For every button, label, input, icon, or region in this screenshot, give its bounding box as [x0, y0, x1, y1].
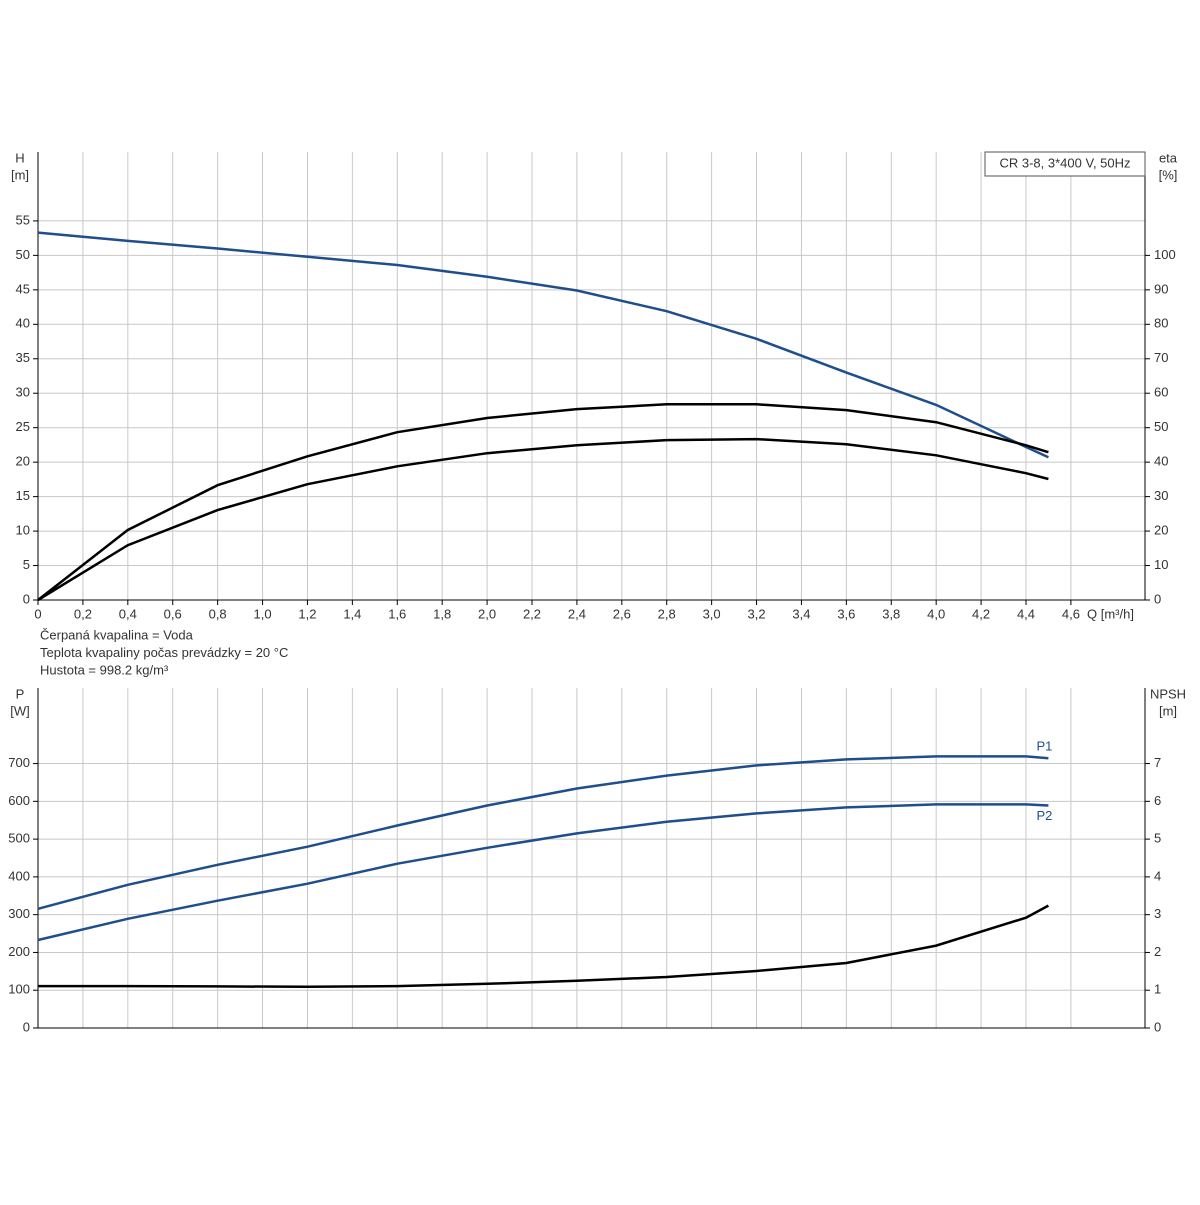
- x-tick-label: 2,0: [478, 606, 496, 621]
- y2-tick-label: 60: [1154, 385, 1168, 400]
- x-tick-label: 3,4: [792, 606, 810, 621]
- y-tick-label: 700: [8, 755, 30, 770]
- x-tick-label: 4,4: [1017, 606, 1035, 621]
- x-tick-label: 0,6: [164, 606, 182, 621]
- series-label: P2: [1036, 808, 1052, 823]
- x-tick-label: 1,6: [388, 606, 406, 621]
- y-tick-label: 45: [16, 281, 30, 296]
- series-label: P1: [1036, 739, 1052, 754]
- y-axis-label: H: [15, 150, 24, 165]
- y-tick-label: 50: [16, 247, 30, 262]
- x-tick-label: 1,4: [343, 606, 361, 621]
- y2-tick-label: 50: [1154, 419, 1168, 434]
- x-tick-label: 0: [34, 606, 41, 621]
- y-tick-label: 0: [23, 591, 30, 606]
- curve: [37, 403, 1049, 601]
- y2-tick-label: 20: [1154, 523, 1168, 538]
- x-tick-label: 2,8: [658, 606, 676, 621]
- y-tick-label: 500: [8, 831, 30, 846]
- x-axis-label: Q [m³/h]: [1087, 606, 1134, 621]
- x-tick-label: 4,2: [972, 606, 990, 621]
- y2-tick-label: 10: [1154, 557, 1168, 572]
- curve: [37, 803, 1049, 942]
- note: Teplota kvapaliny počas prevádzky = 20 °…: [40, 645, 288, 660]
- y-tick-label: 300: [8, 906, 30, 921]
- x-tick-label: 3,0: [703, 606, 721, 621]
- y2-tick-label: 3: [1154, 906, 1161, 921]
- annotation-box: [984, 151, 1146, 177]
- note: Hustota = 998.2 kg/m³: [40, 662, 169, 677]
- x-tick-label: 0,4: [119, 606, 137, 621]
- x-tick-label: 4,0: [927, 606, 945, 621]
- y-tick-label: 100: [8, 982, 30, 997]
- y2-tick-label: 80: [1154, 316, 1168, 331]
- x-tick-label: 2,6: [613, 606, 631, 621]
- y-tick-label: 25: [16, 419, 30, 434]
- y2-tick-label: 0: [1154, 591, 1161, 606]
- y-axis-label: P: [16, 686, 25, 701]
- y2-tick-label: 30: [1154, 488, 1168, 503]
- x-tick-label: 4,6: [1062, 606, 1080, 621]
- y-tick-label: 0: [23, 1019, 30, 1034]
- y2-axis-label: eta: [1159, 150, 1178, 165]
- x-tick-label: 3,8: [882, 606, 900, 621]
- note: Čerpaná kvapalina = Voda: [40, 627, 194, 642]
- y-tick-label: 5: [23, 557, 30, 572]
- y2-tick-label: 7: [1154, 755, 1161, 770]
- x-tick-label: 0,2: [74, 606, 92, 621]
- x-tick-label: 3,2: [748, 606, 766, 621]
- y2-tick-label: 70: [1154, 350, 1168, 365]
- y2-tick-label: 2: [1154, 944, 1161, 959]
- curve: [37, 437, 1049, 602]
- y-tick-label: 55: [16, 212, 30, 227]
- y-tick-label: 600: [8, 793, 30, 808]
- y2-tick-label: 40: [1154, 454, 1168, 469]
- y-tick-label: 20: [16, 454, 30, 469]
- x-tick-label: 2,4: [568, 606, 586, 621]
- y-tick-label: 30: [16, 385, 30, 400]
- curve: [37, 755, 1049, 911]
- y2-axis-unit: [%]: [1159, 167, 1178, 182]
- y-axis-unit: [W]: [10, 703, 30, 718]
- y2-tick-label: 90: [1154, 281, 1168, 296]
- y2-tick-label: 0: [1154, 1019, 1161, 1034]
- y2-tick-label: 6: [1154, 793, 1161, 808]
- y-tick-label: 40: [16, 316, 30, 331]
- y2-axis-label: NPSH: [1150, 686, 1186, 701]
- y2-tick-label: 1: [1154, 982, 1161, 997]
- y-tick-label: 10: [16, 523, 30, 538]
- x-tick-label: 3,6: [837, 606, 855, 621]
- y-tick-label: 200: [8, 944, 30, 959]
- y-tick-label: 15: [16, 488, 30, 503]
- y2-tick-label: 4: [1154, 868, 1161, 883]
- x-tick-label: 2,2: [523, 606, 541, 621]
- curve: [37, 231, 1049, 459]
- x-tick-label: 1,8: [433, 606, 451, 621]
- x-tick-label: 0,8: [209, 606, 227, 621]
- y2-tick-label: 100: [1154, 247, 1176, 262]
- x-tick-label: 1,2: [298, 606, 316, 621]
- y-axis-unit: [m]: [11, 167, 29, 182]
- annotation: CR 3-8, 3*400 V, 50Hz: [999, 155, 1130, 170]
- y2-tick-label: 5: [1154, 831, 1161, 846]
- curve: [38, 904, 1049, 989]
- y-tick-label: 400: [8, 868, 30, 883]
- y2-axis-unit: [m]: [1159, 703, 1177, 718]
- y-tick-label: 35: [16, 350, 30, 365]
- x-tick-label: 1,0: [254, 606, 272, 621]
